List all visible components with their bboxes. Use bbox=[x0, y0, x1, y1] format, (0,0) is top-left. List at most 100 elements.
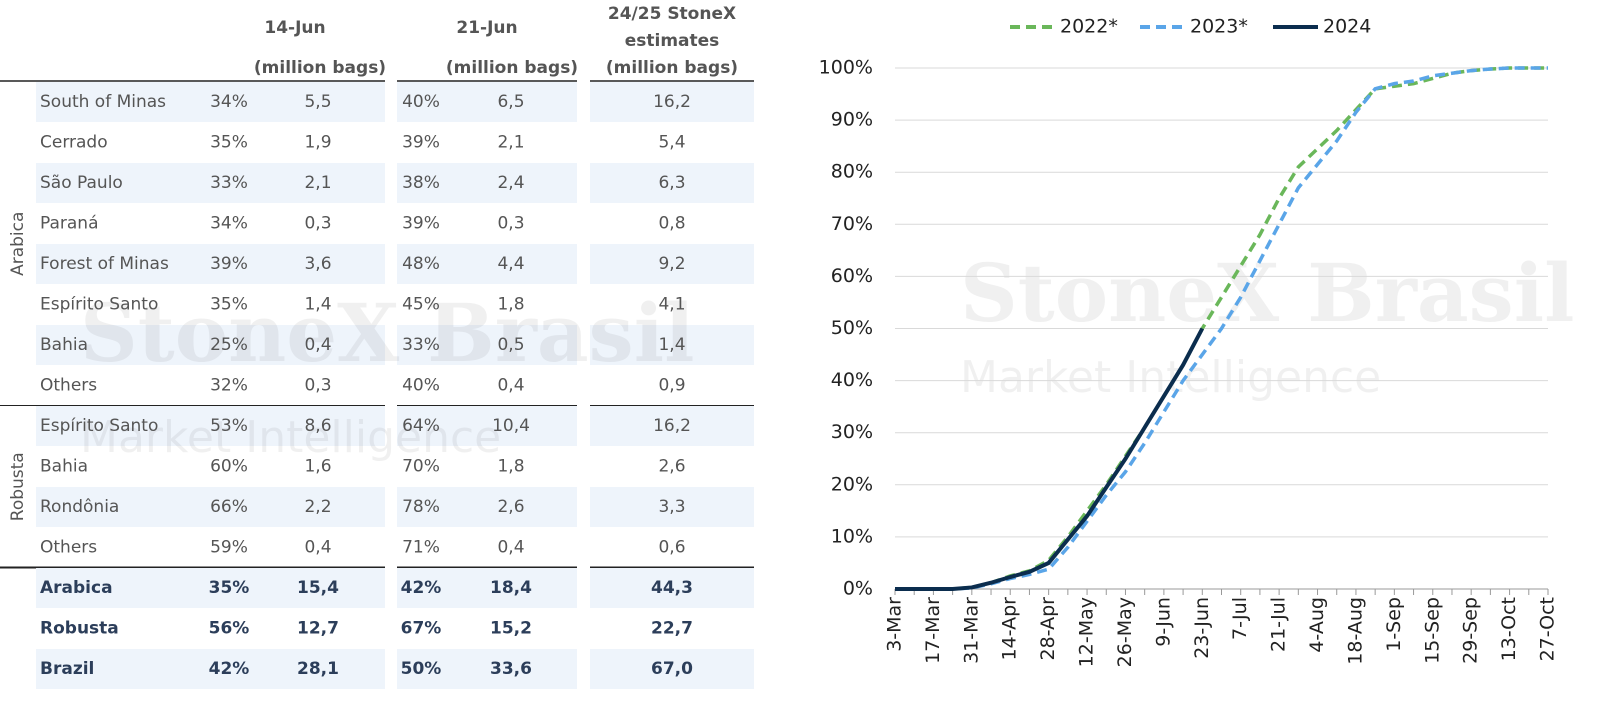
cell: 1,8 bbox=[497, 295, 524, 315]
x-tick-label: 4-Aug bbox=[1306, 597, 1328, 653]
header: estimates bbox=[625, 31, 720, 51]
row-band bbox=[397, 487, 577, 527]
y-tick-label: 0% bbox=[843, 578, 873, 600]
series-line bbox=[895, 327, 1205, 591]
legend-label: 2023* bbox=[1190, 16, 1248, 38]
row-band bbox=[36, 487, 385, 527]
cell: 42% bbox=[209, 659, 250, 679]
y-tick-label: 20% bbox=[831, 473, 873, 495]
cell: São Paulo bbox=[40, 173, 123, 193]
cell: 67% bbox=[401, 619, 442, 639]
cell: 33,6 bbox=[490, 659, 532, 679]
y-tick-label: 90% bbox=[831, 109, 873, 131]
cell: 0,8 bbox=[658, 214, 685, 234]
cell: 67,0 bbox=[651, 659, 693, 679]
cell: 4,4 bbox=[497, 254, 524, 274]
cell: 64% bbox=[402, 416, 440, 436]
row-band bbox=[36, 406, 385, 446]
cell: 18,4 bbox=[490, 578, 532, 598]
cell: 10,4 bbox=[492, 416, 530, 436]
cell: 42% bbox=[401, 578, 442, 598]
cell: Bahia bbox=[40, 335, 88, 355]
cell: 4,1 bbox=[658, 295, 685, 315]
cell: 2,2 bbox=[304, 497, 331, 517]
cell: 25% bbox=[210, 335, 248, 355]
row-band bbox=[397, 649, 577, 689]
header: 24/25 StoneX bbox=[608, 4, 736, 24]
header: (million bags) bbox=[606, 58, 738, 78]
cell: Paraná bbox=[40, 214, 99, 234]
cell: 56% bbox=[209, 619, 250, 639]
cell: 0,4 bbox=[304, 335, 331, 355]
cell: 5,4 bbox=[658, 133, 685, 153]
cell: 0,9 bbox=[658, 376, 685, 396]
cell: 9,2 bbox=[658, 254, 685, 274]
x-tick-label: 23-Jun bbox=[1191, 597, 1213, 659]
cell: 40% bbox=[402, 92, 440, 112]
header: (million bags) bbox=[254, 58, 386, 78]
row-band bbox=[590, 568, 754, 608]
watermark: StoneX Brasil bbox=[80, 286, 695, 380]
y-tick-label: 30% bbox=[831, 421, 873, 443]
y-tick-label: 70% bbox=[831, 213, 873, 235]
watermark: StoneX Brasil bbox=[960, 246, 1575, 340]
cell: 78% bbox=[402, 497, 440, 517]
cell: 50% bbox=[401, 659, 442, 679]
cell: 2,1 bbox=[304, 173, 331, 193]
cell: Cerrado bbox=[40, 133, 108, 153]
series-line bbox=[895, 66, 1548, 591]
x-tick-label: 1-Sep bbox=[1383, 597, 1405, 652]
cell: Others bbox=[40, 376, 97, 396]
cell: 12,7 bbox=[297, 619, 339, 639]
cell: 40% bbox=[402, 376, 440, 396]
group-label: Arabica bbox=[8, 212, 28, 276]
cell: 53% bbox=[210, 416, 248, 436]
row-band bbox=[36, 568, 385, 608]
cell: 48% bbox=[402, 254, 440, 274]
cell: 15,2 bbox=[490, 619, 532, 639]
cell: 71% bbox=[402, 538, 440, 558]
cell: 1,9 bbox=[304, 133, 331, 153]
cell: 0,5 bbox=[497, 335, 524, 355]
cell: 6,3 bbox=[658, 173, 685, 193]
cell: 32% bbox=[210, 376, 248, 396]
row-band bbox=[397, 82, 577, 122]
x-tick-label: 21-Jul bbox=[1268, 597, 1290, 652]
cell: 39% bbox=[402, 214, 440, 234]
row-band bbox=[590, 244, 754, 284]
y-tick-label: 10% bbox=[831, 525, 873, 547]
row-band bbox=[36, 163, 385, 203]
row-band bbox=[397, 406, 577, 446]
cell: 1,4 bbox=[658, 335, 685, 355]
watermark: Market Intelligence bbox=[80, 412, 501, 463]
x-tick-label: 29-Sep bbox=[1460, 597, 1482, 664]
cell: 1,4 bbox=[304, 295, 331, 315]
cell: Rondônia bbox=[40, 497, 119, 517]
cell: Espírito Santo bbox=[40, 416, 158, 436]
cell: 34% bbox=[210, 214, 248, 234]
cell: 35% bbox=[210, 133, 248, 153]
cell: Bahia bbox=[40, 457, 88, 477]
row-band bbox=[397, 244, 577, 284]
row-band bbox=[36, 82, 385, 122]
cell: 35% bbox=[209, 578, 250, 598]
x-tick-label: 31-Mar bbox=[960, 597, 982, 664]
row-band bbox=[397, 325, 577, 365]
x-tick-label: 28-Apr bbox=[1037, 597, 1059, 661]
legend-label: 2024 bbox=[1323, 16, 1371, 38]
x-tick-label: 9-Jun bbox=[1152, 597, 1174, 647]
cell: 15,4 bbox=[297, 578, 339, 598]
row-band bbox=[397, 163, 577, 203]
cell: 3,3 bbox=[658, 497, 685, 517]
row-band bbox=[590, 325, 754, 365]
cell: 60% bbox=[210, 457, 248, 477]
cell: Robusta bbox=[40, 619, 119, 639]
header: (million bags) bbox=[446, 58, 578, 78]
row-band bbox=[590, 649, 754, 689]
y-tick-label: 60% bbox=[831, 265, 873, 287]
cell: 0,4 bbox=[497, 538, 524, 558]
cell: Espírito Santo bbox=[40, 295, 158, 315]
cell: 33% bbox=[402, 335, 440, 355]
cell: 66% bbox=[210, 497, 248, 517]
cell: 59% bbox=[210, 538, 248, 558]
